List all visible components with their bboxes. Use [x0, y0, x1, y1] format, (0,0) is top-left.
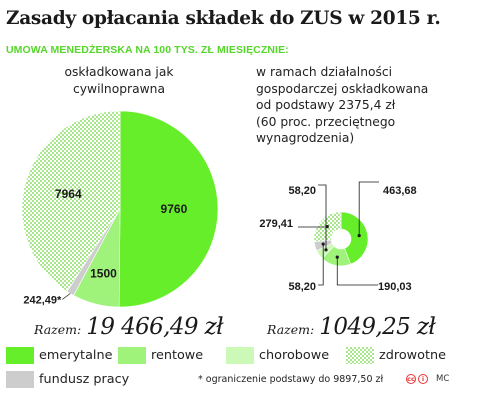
- leader-line: [62, 293, 71, 300]
- leader-line: [336, 257, 378, 286]
- left-chart-description: oskładkowana jak cywilnoprawna: [0, 64, 238, 97]
- legend-item-chorobowe: chorobowe: [226, 346, 329, 364]
- right-description-line: wynagrodzenia): [256, 131, 355, 145]
- cc-icon: cc: [406, 374, 416, 384]
- legend-label: emerytalne: [39, 347, 113, 363]
- right-description-line: w ramach działalności: [256, 65, 393, 79]
- slice-label-chorobowe: 58,20: [288, 185, 316, 197]
- right-chart-description: w ramach działalności gospodarczej oskła…: [256, 64, 466, 147]
- slice-label-zdrowotne: 7964: [55, 187, 82, 201]
- footnote: * ograniczenie podstawy do 9897,50 zł: [198, 374, 384, 385]
- right-description-line: od podstawy 2375,4 zł: [256, 98, 396, 112]
- slice-label-emerytalne: 9760: [161, 202, 188, 216]
- legend-swatch-rentowe: [118, 346, 146, 364]
- right-total-value: 1049,25 zł: [319, 314, 436, 340]
- slice-label-rentowe: 190,03: [378, 281, 412, 293]
- pie-slice-emerytalne: [118, 110, 219, 308]
- legend-item-emerytalne: emerytalne: [6, 346, 112, 364]
- right-pie-chart: 463,68 190,03 58,20 58,20 279,41: [259, 181, 417, 293]
- author-credit: MC: [436, 374, 450, 384]
- legend-swatch-emerytalne: [6, 346, 34, 364]
- legend-swatch-zdrowotne: [346, 346, 374, 364]
- legend-item-fundusz-pracy: fundusz pracy: [6, 370, 129, 388]
- left-total-value: 19 466,49 zł: [86, 314, 224, 340]
- credit: cc i MC: [406, 374, 449, 384]
- left-total-label: Razem:: [34, 322, 82, 337]
- slice-label-fundusz-pracy: 242,49*: [23, 294, 62, 306]
- pie-slice-zdrowotne: [21, 110, 121, 292]
- chart-title: Zasady opłacania składek do ZUS w 2015 r…: [6, 8, 441, 29]
- legend-swatch-chorobowe: [226, 346, 254, 364]
- right-description-line: (60 proc. przeciętnego: [256, 114, 396, 129]
- slice-label-zdrowotne: 279,41: [259, 218, 293, 230]
- legend-label: chorobowe: [259, 347, 330, 363]
- legend-item-rentowe: rentowe: [118, 346, 203, 364]
- left-description-line: cywilnoprawna: [72, 81, 166, 96]
- slice-label-emerytalne: 463,68: [383, 185, 417, 197]
- legend-item-zdrowotne: zdrowotne: [346, 346, 446, 364]
- right-description-line: gospodarczej oskładkowana: [256, 81, 429, 96]
- left-pie-chart: 9760 1500 242,49* 7964: [21, 110, 219, 308]
- right-total: Razem: 1049,25 zł: [267, 314, 436, 340]
- slice-label-rentowe: 1500: [90, 267, 117, 281]
- leader-line: [318, 244, 324, 286]
- slice-label-fundusz-pracy: 58,20: [288, 281, 316, 293]
- legend-swatch-fundusz-pracy: [6, 370, 34, 388]
- chart-subtitle: UMOWA MENEDŻERSKA NA 100 TYS. ZŁ MIESIĘC…: [6, 44, 289, 56]
- leader-line: [358, 181, 379, 236]
- legend-label: fundusz pracy: [39, 371, 130, 387]
- right-total-label: Razem:: [267, 322, 315, 337]
- cc-by-icon: i: [418, 374, 428, 384]
- leader-line: [318, 184, 327, 250]
- legend-label: rentowe: [151, 347, 204, 363]
- left-total: Razem: 19 466,49 zł: [34, 314, 224, 340]
- left-description-line: oskładkowana jak: [64, 65, 174, 79]
- legend-label: zdrowotne: [379, 347, 446, 363]
